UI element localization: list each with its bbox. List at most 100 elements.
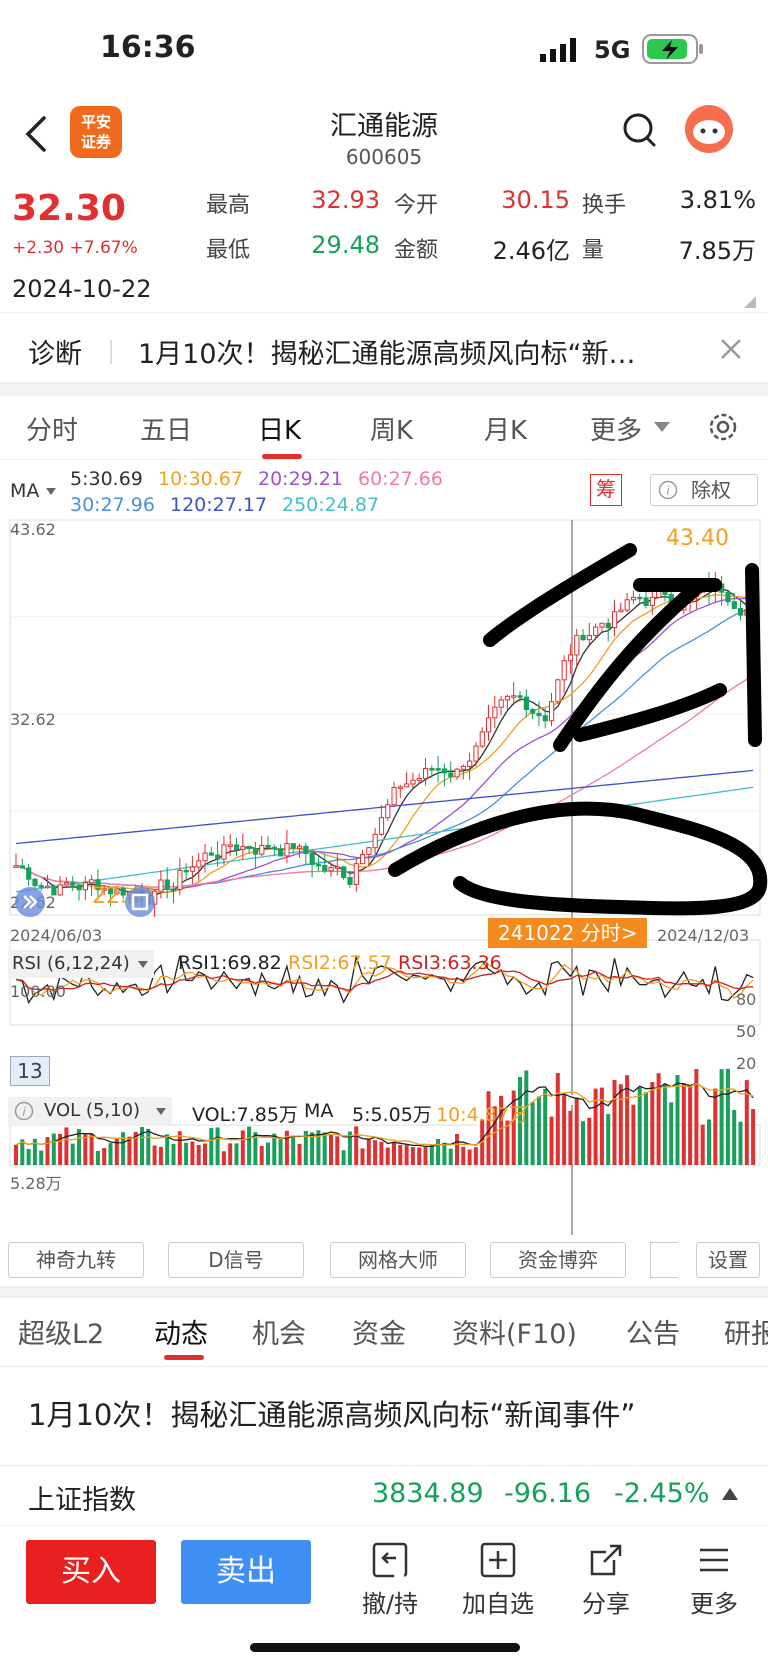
broker-logo: 平安 证券: [70, 106, 122, 158]
ma60-value: 60:27.66: [358, 468, 443, 490]
fullscreen-icon[interactable]: [124, 886, 156, 918]
add-watchlist-label: 加自选: [462, 1590, 534, 1618]
ma-label[interactable]: MA: [10, 480, 40, 502]
tab-more[interactable]: 更多: [590, 416, 643, 446]
price-change: +2.30 +7.67%: [12, 238, 138, 258]
signal-icon: [540, 38, 576, 62]
sell-button[interactable]: 卖出: [181, 1540, 311, 1604]
vol-ma10-value: 10:4.87万: [436, 1104, 528, 1126]
index-ticker[interactable]: 上证指数 3834.89 -96.16 -2.45%: [0, 1465, 768, 1525]
volume-value: 7.85万: [678, 237, 756, 265]
rsi-50-label: 50: [736, 1022, 757, 1041]
low-label: 最低: [206, 238, 251, 263]
tab-research[interactable]: 研报: [724, 1319, 768, 1350]
expand-corner-icon[interactable]: [744, 296, 756, 308]
more-label: 更多: [690, 1590, 738, 1618]
divider: [0, 1366, 768, 1367]
svg-text:i: i: [22, 1105, 26, 1119]
tool-magic-nine[interactable]: 神奇九转: [8, 1242, 144, 1278]
tab-super-l2[interactable]: 超级L2: [18, 1319, 105, 1350]
home-indicator: [250, 1643, 520, 1652]
news-title[interactable]: 1月10次！揭秘汇通能源高频风向标“新闻事件”: [28, 1398, 636, 1432]
tab-announcement[interactable]: 公告: [626, 1319, 680, 1350]
chart-tabs: 分时 五日 日K 周K 月K 更多: [0, 396, 768, 460]
cancel-order-icon: [372, 1542, 408, 1578]
tab-monthly-k[interactable]: 月K: [484, 416, 528, 446]
active-tab-underline: [262, 454, 302, 459]
section-gap: [0, 382, 768, 396]
cursor-date-tag[interactable]: 241022 分时>: [488, 918, 648, 948]
svg-text:i: i: [666, 484, 670, 498]
chip-button[interactable]: 筹: [590, 474, 622, 506]
assistant-avatar-icon[interactable]: [684, 104, 734, 154]
tab-five-day[interactable]: 五日: [140, 416, 193, 446]
chevron-down-icon: [654, 422, 670, 432]
tab-opportunity[interactable]: 机会: [252, 1319, 306, 1350]
tab-weekly-k[interactable]: 周K: [370, 416, 414, 446]
tool-partial-edge: [650, 1242, 678, 1278]
add-watchlist-button[interactable]: 加自选: [458, 1540, 538, 1619]
quote-panel: [0, 178, 768, 313]
rsi-selector[interactable]: RSI (6,12,24): [8, 950, 154, 978]
tool-grid-master[interactable]: 网格大师: [330, 1242, 466, 1278]
tab-news-feed[interactable]: 动态: [154, 1319, 208, 1350]
tool-settings[interactable]: 设置: [696, 1242, 760, 1278]
vol-value: VOL:7.85万: [192, 1104, 298, 1126]
tool-fund-game[interactable]: 资金博弈: [490, 1242, 626, 1278]
tab-daily-k[interactable]: 日K: [258, 416, 302, 446]
y-mid-label: 32.62: [10, 710, 56, 729]
vol-ma-label: MA: [304, 1100, 334, 1122]
start-date-label: 2024/06/03: [10, 926, 103, 945]
low-value: 29.48: [311, 231, 380, 259]
diagnosis-label: 诊断: [28, 339, 82, 370]
vol-selector[interactable]: VOL (5,10): [8, 1097, 172, 1125]
index-pct: -2.45%: [614, 1478, 710, 1509]
high-value: 32.93: [311, 186, 380, 214]
share-button[interactable]: 分享: [566, 1540, 646, 1619]
index-value: 3834.89: [372, 1478, 484, 1509]
close-icon[interactable]: [720, 338, 742, 360]
stock-code: 600605: [345, 145, 423, 169]
tool-d-signal[interactable]: D信号: [168, 1242, 304, 1278]
buy-button[interactable]: 买入: [26, 1540, 156, 1604]
tab-funds[interactable]: 资金: [352, 1319, 406, 1350]
rsi-badge[interactable]: 13: [10, 1056, 50, 1086]
ma30-value: 30:27.96: [70, 494, 155, 516]
ma20-value: 20:29.21: [258, 468, 343, 490]
amount-value: 2.46亿: [492, 237, 570, 265]
rsi1-value: RSI1:69.82: [178, 952, 282, 974]
high-label: 最高: [206, 193, 251, 218]
vol-info-icon: i: [14, 1101, 34, 1121]
rsi-80-label: 80: [736, 990, 757, 1009]
section-gap: [0, 1286, 768, 1298]
bottom-action-bar: [0, 1525, 768, 1665]
chevron-up-icon[interactable]: [722, 1488, 738, 1500]
kline-chart-area[interactable]: [0, 515, 768, 1235]
turnover-value: 3.81%: [679, 186, 756, 214]
gear-icon[interactable]: [706, 410, 740, 444]
rsi2-value: RSI2:67.57: [288, 952, 392, 974]
diagnosis-text[interactable]: 1月10次！揭秘汇通能源高频风向标“新…: [138, 339, 636, 370]
index-change: -96.16: [504, 1478, 592, 1509]
amount-label: 金额: [394, 238, 439, 263]
back-icon[interactable]: [24, 114, 48, 154]
rsi3-value: RSI3:63.36: [398, 952, 502, 974]
diagnosis-bar[interactable]: 诊断 1月10次！揭秘汇通能源高频风向标“新…: [0, 320, 768, 382]
menu-icon: [700, 1548, 728, 1572]
open-label: 今开: [394, 193, 439, 218]
cancel-hold-button[interactable]: 撤/持: [350, 1540, 430, 1619]
tab-f10[interactable]: 资料(F10): [452, 1319, 577, 1350]
status-bar: 16:36 5G: [0, 0, 768, 100]
tab-intraday[interactable]: 分时: [26, 416, 79, 446]
ma5-value: 5:30.69: [70, 468, 143, 490]
open-value: 30.15: [501, 186, 570, 214]
active-bottom-underline: [164, 1355, 204, 1360]
search-icon[interactable]: [622, 110, 658, 150]
rsi-20-label: 20: [736, 1054, 757, 1073]
status-time: 16:36: [100, 30, 196, 65]
ex-rights-button[interactable]: 除权: [650, 474, 758, 506]
network-label: 5G: [594, 36, 631, 64]
ma10-value: 10:30.67: [158, 468, 243, 490]
scroll-left-icon[interactable]: [14, 886, 46, 918]
more-button[interactable]: 更多: [674, 1540, 754, 1619]
